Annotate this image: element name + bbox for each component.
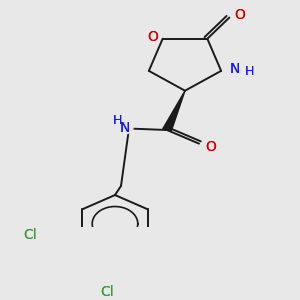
Text: N: N: [120, 121, 130, 135]
Circle shape: [146, 32, 160, 43]
Circle shape: [97, 284, 117, 299]
Text: Cl: Cl: [23, 228, 37, 242]
Text: H: H: [112, 114, 122, 127]
Text: H: H: [112, 114, 122, 127]
Text: Cl: Cl: [23, 228, 37, 242]
Text: H: H: [244, 65, 254, 78]
Text: N: N: [230, 62, 240, 76]
Text: N: N: [120, 121, 130, 135]
Circle shape: [204, 141, 218, 152]
Text: O: O: [147, 30, 158, 44]
Circle shape: [232, 9, 246, 20]
Text: N: N: [230, 62, 240, 76]
Text: Cl: Cl: [100, 285, 114, 299]
Text: O: O: [234, 8, 245, 22]
Circle shape: [227, 63, 243, 75]
Text: O: O: [206, 140, 216, 154]
Circle shape: [117, 122, 133, 134]
Text: O: O: [206, 140, 216, 154]
Text: O: O: [147, 30, 158, 44]
Text: H: H: [244, 65, 254, 78]
Circle shape: [20, 227, 40, 243]
Text: O: O: [234, 8, 245, 22]
Polygon shape: [163, 91, 185, 131]
Text: Cl: Cl: [100, 285, 114, 299]
